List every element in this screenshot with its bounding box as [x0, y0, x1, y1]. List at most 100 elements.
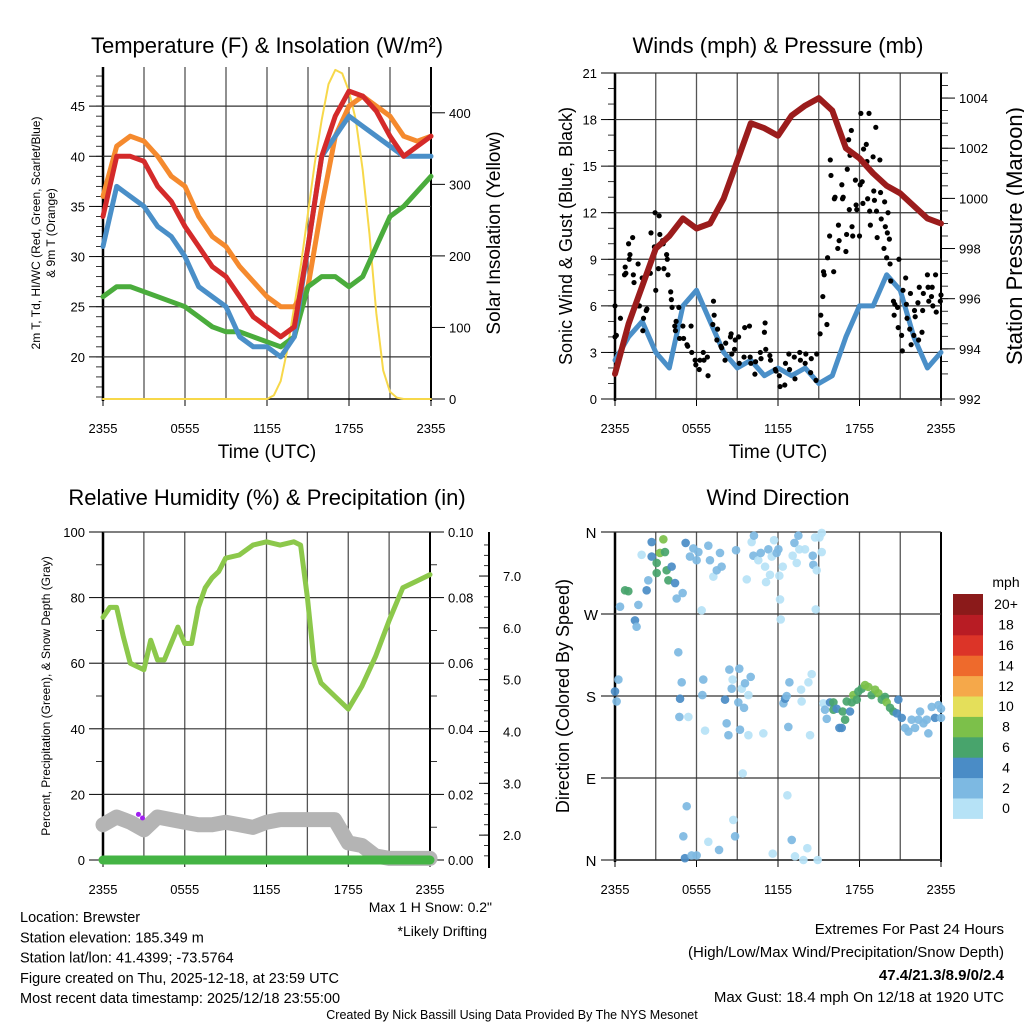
y2-tick-label: 1002	[959, 141, 988, 156]
gust-point	[761, 329, 768, 335]
gust-point	[919, 329, 925, 335]
gust-point	[714, 326, 721, 332]
y-axis-label: 2m T, Td, HI/WC (Red, Green, Scarlet/Blu…	[29, 117, 43, 350]
wind-direction-point	[735, 725, 745, 735]
wind-direction-point	[784, 722, 793, 732]
colorbar-swatch	[953, 594, 983, 615]
x-tick-label: 2355	[416, 882, 445, 897]
wind-direction-point	[775, 595, 785, 604]
y2-tick-label: 0.02	[448, 787, 473, 802]
gust-point	[746, 323, 753, 329]
gust-point	[652, 210, 658, 216]
y-tick-label: 6	[590, 299, 597, 314]
gust-point	[891, 312, 897, 318]
wind-direction-point	[722, 719, 731, 728]
wind-direction-point	[807, 669, 816, 679]
wind-direction-point	[915, 707, 925, 716]
y2-tick-label: 996	[959, 292, 981, 307]
gust-point	[928, 293, 935, 300]
gust-point	[808, 370, 814, 376]
gust-point	[786, 366, 793, 373]
gust-point	[885, 210, 891, 216]
gust-point	[932, 272, 939, 278]
gust-point	[669, 304, 675, 311]
wind-direction-point	[754, 555, 763, 565]
wind-direction-point	[742, 575, 752, 584]
wind-direction-point	[817, 528, 827, 538]
wind-direction-chart: 2355 0555 1155 1755 2355 Wind Direction N E S W N D…	[553, 485, 955, 897]
gust-point	[710, 298, 717, 304]
wind-direction-point	[804, 678, 813, 687]
gust-point	[900, 287, 906, 293]
gust-point	[858, 110, 864, 116]
wind-direction-point	[725, 665, 734, 674]
y2-tick-label: 0.08	[448, 591, 473, 606]
wind-direction-point	[778, 562, 788, 571]
wind-direction-point	[837, 723, 847, 733]
gust-point	[777, 383, 783, 390]
gust-point	[878, 216, 884, 222]
gust-point	[824, 255, 831, 261]
wind-direction-point	[667, 562, 676, 571]
gust-point	[623, 270, 629, 276]
wind-direction-point	[612, 697, 621, 706]
extremes-subtitle: (High/Low/Max Wind/Precipitation/Snow De…	[688, 944, 1004, 961]
gust-point	[867, 222, 873, 228]
gust-point	[924, 272, 931, 278]
wind-direction-point	[680, 853, 690, 863]
wind-direction-point	[698, 675, 708, 684]
colorbar-label: 16	[998, 637, 1014, 653]
gust-point	[871, 188, 877, 194]
wind-direction-point	[927, 702, 937, 712]
wind-direction-point	[698, 690, 707, 700]
wind-direction-point	[746, 672, 755, 682]
gust-point	[899, 348, 905, 354]
gust-point	[820, 293, 826, 300]
x-tick-label: 0555	[682, 421, 711, 436]
gust-point	[692, 357, 698, 363]
x-tick-label: 2355	[927, 421, 956, 436]
colorbar-label: 10	[998, 698, 1014, 714]
wind-direction-point	[734, 664, 744, 673]
wind-direction-point	[805, 730, 815, 740]
gust-point	[836, 238, 842, 244]
y2-axis-label: Solar Insolation (Yellow)	[484, 131, 505, 334]
wind-direction-point	[759, 729, 768, 738]
y-tick-label: 45	[71, 99, 85, 114]
gust-point	[693, 362, 699, 368]
series-line-station-pressure	[612, 95, 944, 377]
x-tick-label: 1755	[845, 421, 874, 436]
wind-direction-point	[787, 835, 797, 845]
y-tick-label: 9	[590, 252, 597, 267]
y-tick-label: 0	[78, 853, 85, 868]
wind-direction-point	[647, 537, 656, 547]
y2-tick-label: 200	[449, 249, 471, 264]
gust-point	[832, 194, 838, 200]
gust-point	[748, 360, 754, 366]
station-location: Location: Brewster	[20, 910, 140, 926]
max-gust: Max Gust: 18.4 mph On 12/18 at 1920 UTC	[714, 989, 1004, 1006]
series-line-wind-chill	[100, 113, 434, 360]
wind-direction-point	[700, 726, 710, 735]
wind-direction-point	[799, 855, 808, 865]
wind-direction-point	[734, 698, 743, 707]
gust-point	[920, 307, 926, 314]
wind-direction-point	[756, 548, 766, 558]
gust-point	[867, 208, 873, 214]
wind-direction-point	[760, 562, 770, 571]
wind-direction-point	[681, 538, 690, 548]
series-line-2m-t	[100, 88, 434, 340]
wind-direction-point	[724, 730, 733, 740]
gust-point	[664, 256, 670, 262]
wind-direction-point	[692, 555, 701, 565]
snow-tick-label: 4.0	[503, 724, 521, 739]
y2-tick-label: 0.06	[448, 656, 473, 671]
gust-point	[680, 323, 686, 329]
gust-point	[723, 340, 729, 346]
wind-direction-point	[652, 568, 662, 578]
wind-direction-point	[788, 551, 797, 560]
wind-direction-point	[765, 570, 775, 580]
gust-point	[930, 303, 936, 309]
series-line-9m-t	[100, 93, 434, 310]
gust-point	[903, 275, 909, 281]
